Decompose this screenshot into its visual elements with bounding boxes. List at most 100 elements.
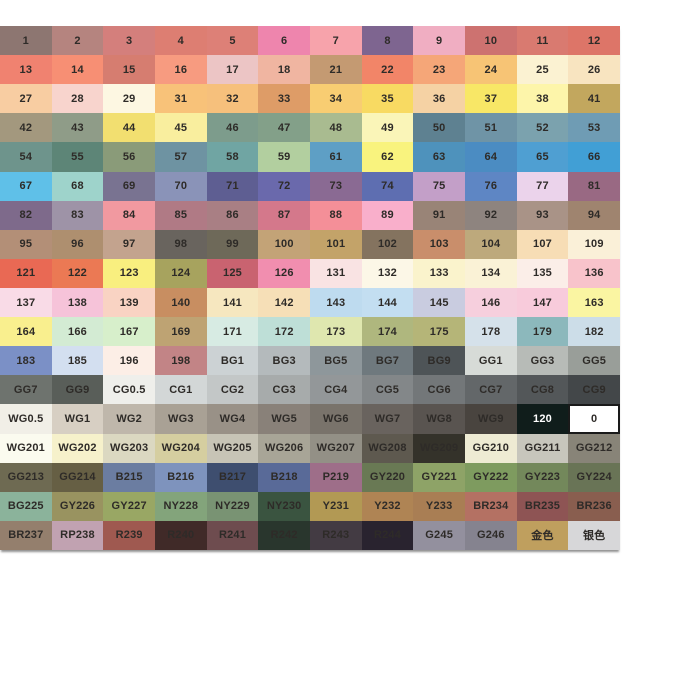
swatch-46: 46 (206, 113, 259, 143)
swatch-173: 173 (310, 317, 362, 347)
swatch-WG9: WG9 (465, 404, 517, 434)
swatch-WG202: WG202 (51, 433, 104, 463)
swatch-CG0.5: CG0.5 (103, 375, 155, 405)
swatch-61: 61 (310, 142, 362, 172)
swatch-32: 32 (206, 84, 259, 114)
swatch-BG225: BG225 (0, 491, 52, 521)
swatch-174: 174 (361, 317, 414, 347)
swatch-WG207: WG207 (310, 433, 362, 463)
swatch-53: 53 (568, 113, 620, 143)
swatch-77: 77 (516, 171, 569, 201)
swatch-141: 141 (206, 287, 259, 318)
swatch-133: 133 (413, 258, 465, 288)
swatch-GY227: GY227 (103, 491, 155, 521)
swatch-58: 58 (206, 142, 259, 172)
swatch-98: 98 (155, 229, 207, 259)
swatch-72: 72 (258, 171, 310, 201)
swatch-84: 84 (103, 200, 155, 230)
swatch-16: 16 (155, 55, 207, 85)
swatch-131: 131 (310, 258, 362, 288)
swatch-73: 73 (310, 171, 362, 201)
swatch-BG3: BG3 (258, 346, 310, 376)
swatch-88: 88 (310, 200, 362, 230)
swatch-120: 120 (516, 404, 569, 434)
swatch-28: 28 (51, 84, 104, 114)
swatch-94: 94 (568, 200, 620, 230)
swatch-GG213: GG213 (0, 462, 52, 492)
swatch-122: 122 (51, 258, 104, 288)
swatch-59: 59 (258, 142, 310, 172)
swatch-RP238: RP238 (51, 520, 104, 550)
swatch-171: 171 (206, 317, 259, 347)
swatch-R240: R240 (155, 520, 207, 550)
swatch-75: 75 (413, 171, 465, 201)
swatch-7: 7 (310, 26, 362, 56)
swatch-68: 68 (51, 171, 104, 201)
swatch-5: 5 (206, 26, 259, 56)
swatch-123: 123 (103, 258, 155, 288)
swatch-WG5: WG5 (258, 404, 310, 434)
swatch-102: 102 (361, 229, 414, 259)
swatch-56: 56 (103, 142, 155, 172)
swatch-GY220: GY220 (361, 462, 414, 492)
swatch-74: 74 (361, 171, 414, 201)
swatch-15: 15 (103, 55, 155, 85)
swatch-146: 146 (465, 287, 517, 318)
swatch-83: 83 (51, 200, 104, 230)
swatch-25: 25 (516, 55, 569, 85)
swatch-GG1: GG1 (465, 346, 517, 376)
swatch-R244: R244 (361, 520, 414, 550)
swatch-67: 67 (0, 171, 52, 201)
swatch-CG2: CG2 (206, 375, 259, 405)
swatch-BG5: BG5 (310, 346, 362, 376)
swatch-183: 183 (0, 346, 52, 376)
swatch-147: 147 (516, 287, 569, 318)
swatch-29: 29 (103, 84, 155, 114)
swatch-R241: R241 (206, 520, 259, 550)
swatch-BR237: BR237 (0, 520, 52, 550)
swatch-14: 14 (51, 55, 104, 85)
swatch-196: 196 (103, 346, 155, 376)
swatch-66: 66 (568, 142, 620, 172)
swatch-140: 140 (155, 287, 207, 318)
swatch-91: 91 (413, 200, 465, 230)
swatch-21: 21 (310, 55, 362, 85)
swatch-26: 26 (568, 55, 620, 85)
swatch-175: 175 (413, 317, 465, 347)
swatch-GG210: GG210 (465, 433, 517, 463)
swatch-WG6: WG6 (310, 404, 362, 434)
swatch-50: 50 (413, 113, 465, 143)
swatch-WG205: WG205 (206, 433, 259, 463)
swatch-89: 89 (361, 200, 414, 230)
swatch-44: 44 (103, 113, 155, 143)
swatch-51: 51 (465, 113, 517, 143)
swatch-G245: G245 (413, 520, 465, 550)
swatch-B218: B218 (258, 462, 310, 492)
swatch-BG7: BG7 (361, 346, 414, 376)
swatch-126: 126 (258, 258, 310, 288)
swatch-1: 1 (0, 26, 52, 56)
swatch-GY221: GY221 (413, 462, 465, 492)
swatch-WG8: WG8 (413, 404, 465, 434)
swatch-167: 167 (103, 317, 155, 347)
swatch-GG3: GG3 (516, 346, 569, 376)
swatch-WG4: WG4 (206, 404, 259, 434)
swatch-Y233: Y233 (413, 491, 465, 521)
swatch-36: 36 (413, 84, 465, 114)
swatch-92: 92 (465, 200, 517, 230)
swatch-124: 124 (155, 258, 207, 288)
swatch-CG1: CG1 (155, 375, 207, 405)
swatch-135: 135 (516, 258, 569, 288)
swatch-GY223: GY223 (516, 462, 569, 492)
swatch-金色: 金色 (516, 520, 569, 550)
swatch-CG4: CG4 (310, 375, 362, 405)
swatch-WG7: WG7 (361, 404, 414, 434)
swatch-64: 64 (465, 142, 517, 172)
swatch-172: 172 (258, 317, 310, 347)
swatch-BG1: BG1 (206, 346, 259, 376)
swatch-104: 104 (465, 229, 517, 259)
swatch-182: 182 (568, 317, 620, 347)
swatch-107: 107 (516, 229, 569, 259)
swatch-47: 47 (258, 113, 310, 143)
swatch-163: 163 (568, 287, 620, 318)
